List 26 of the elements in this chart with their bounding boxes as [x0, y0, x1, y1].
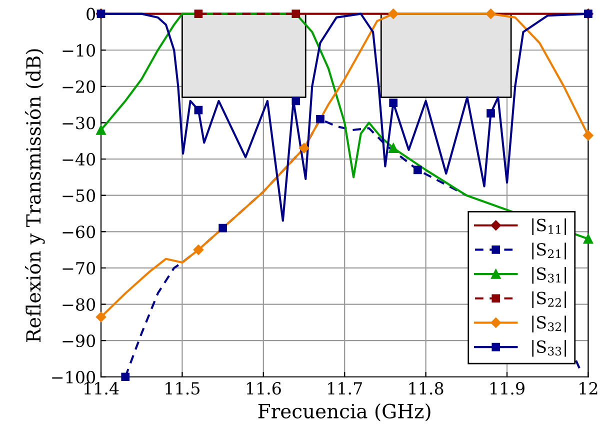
- y-tick-label: −60: [62, 226, 96, 238]
- x-tick-label: 11.9: [490, 382, 524, 395]
- y-tick-label: −90: [62, 334, 96, 348]
- legend-label: |S$_{11}$|: [532, 218, 566, 236]
- y-tick-label: −80: [62, 298, 96, 311]
- y-tick-label: −10: [62, 44, 96, 57]
- legend-label: |S$_{22}$|: [532, 291, 566, 308]
- legend-label: |S$_{32}$|: [532, 316, 566, 332]
- y-tick-label: 0: [86, 8, 96, 20]
- y-tick-label: −70: [62, 262, 96, 275]
- x-tick-label: 11.8: [409, 382, 444, 395]
- x-tick-label: 11.7: [328, 382, 362, 395]
- y-tick-label: −40: [62, 153, 96, 166]
- y-tick-label: −50: [62, 189, 96, 202]
- x-tick-label: 12: [580, 382, 598, 394]
- y-tick-label: −100: [52, 370, 96, 384]
- legend-label: |S$_{21}$|: [532, 242, 566, 260]
- y-axis-title: Reflexión y Transmissión (dB): [24, 49, 45, 342]
- x-axis-title: Frecuencia (GHz): [258, 403, 430, 422]
- y-tick-label: −30: [62, 116, 96, 130]
- x-tick-label: 11.5: [166, 382, 200, 395]
- x-tick-label: 11.6: [246, 382, 281, 395]
- x-tick-label: 11.4: [84, 382, 119, 395]
- legend-label: |S$_{31}$|: [532, 267, 566, 284]
- legend-label: |S$_{33}$|: [532, 340, 566, 357]
- y-tick-label: −20: [62, 80, 96, 94]
